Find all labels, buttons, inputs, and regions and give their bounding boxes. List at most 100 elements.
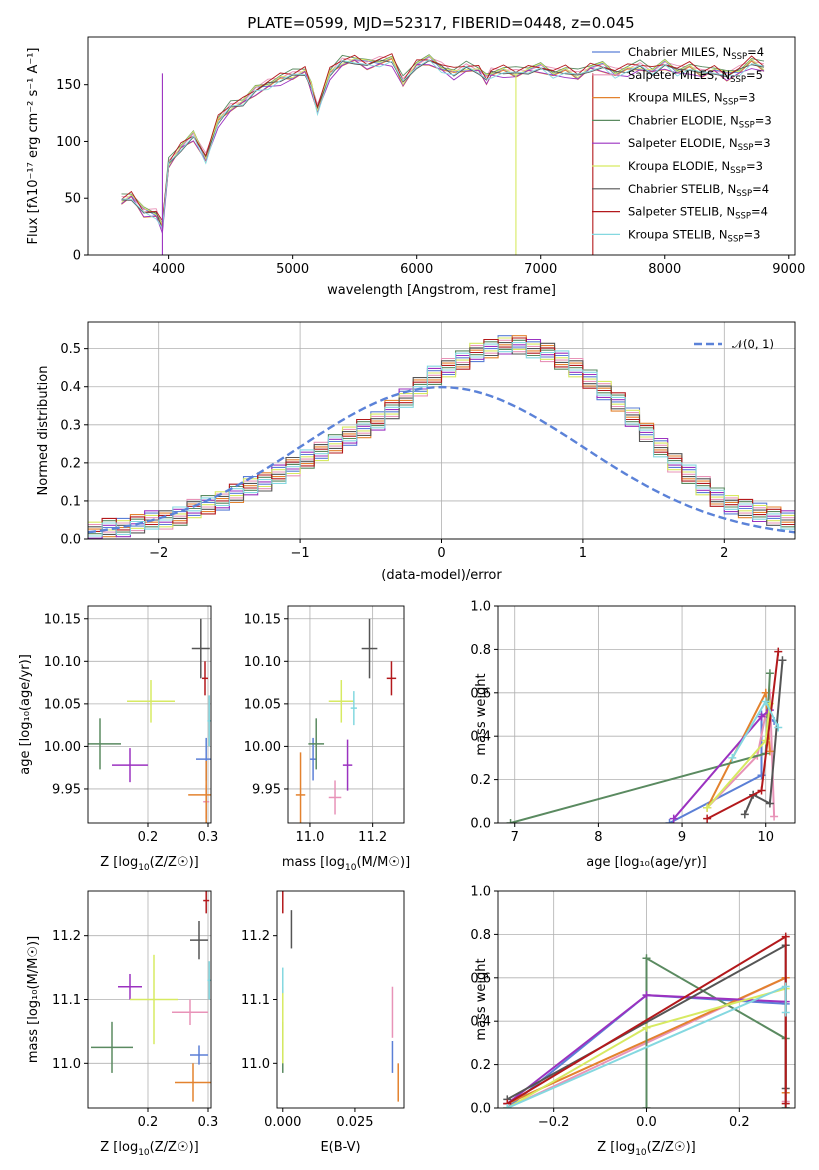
legend-entry: Salpeter ELODIE, NSSP=3 — [628, 136, 771, 153]
weight_vs_Z-ytick-label: 0.4 — [470, 1015, 491, 1030]
legend-entry-main: Salpeter STELIB, N — [628, 205, 735, 219]
legend-entry-tail: =3 — [746, 159, 763, 173]
weight-z-point-marker — [642, 1023, 651, 1032]
legend-entry-main: Salpeter ELODIE, N — [628, 136, 738, 150]
age-z-xlabel-main: Z [log — [100, 855, 138, 870]
spectrum-xlabel: wavelength [Angstrom, rest frame] — [327, 283, 556, 298]
mass-ebv-xlabel: E(B-V) — [320, 1140, 360, 1155]
age_vs_Z-ytick-label: 10.10 — [44, 655, 81, 670]
spectrum-ytick-label: 100 — [56, 135, 81, 150]
mass_vs_Z-ytick-label: 11.1 — [52, 993, 81, 1008]
legend-entry-tail: =4 — [747, 45, 764, 59]
mass-z-xlabel: Z [log10(Z/Z☉)] — [100, 1140, 198, 1158]
residuals-ytick-label: 0.4 — [60, 380, 81, 395]
age_vs_mass-frame — [287, 605, 405, 824]
legend-entry: Kroupa MILES, NSSP=3 — [628, 91, 755, 108]
residual-histogram-step — [88, 342, 795, 537]
weight_vs_age-xtick-label: 9 — [678, 830, 686, 845]
legend-entry-main: Kroupa MILES, N — [628, 91, 723, 105]
legend-entry-sub: SSP — [735, 212, 751, 222]
mass-z-xlabel-tail: (Z/Z☉)] — [150, 1140, 199, 1155]
legend-entry-tail: =3 — [738, 91, 755, 105]
spectrum-xtick-label: 6000 — [400, 262, 433, 277]
weight-age-xlabel: age [log₁₀(age/yr)] — [586, 855, 707, 870]
legend-entry-sub: SSP — [730, 166, 746, 176]
age_vs_mass-ytick-label: 10.10 — [244, 655, 281, 670]
legend-entry-sub: SSP — [738, 143, 754, 153]
age_vs_Z-ytick-label: 9.95 — [52, 782, 81, 797]
weight_vs_Z-axes: −0.2 0.0 0.2 0.0 0.2 0.4 0.6 0.8 1.0 mass weight Z… — [470, 885, 796, 1158]
weight-age-line — [706, 692, 776, 817]
mass_vs_EBV-plot-area — [282, 891, 399, 1102]
age_vs_mass-axes: 11.0 11.2 9.95 10.00 10.05 10.10 10.15 mass [lo… — [244, 605, 410, 873]
residuals-xtick-label: −2 — [149, 546, 168, 561]
legend-entry-sub: SSP — [739, 120, 755, 130]
mass-z-xlabel-sub: 10 — [138, 1148, 150, 1158]
weight_vs_age-plot-area — [506, 647, 787, 823]
spectrum-series-line — [121, 53, 765, 222]
weight_vs_Z-ytick-label: 0.6 — [470, 971, 491, 986]
spectrum-legend: Chabrier MILES, N SSP =4 Salpeter MILES, N S… — [592, 45, 772, 244]
age_vs_Z-frame — [87, 605, 212, 824]
weight-z-point-marker — [642, 991, 651, 1000]
age-mass-xlabel-tail: (M/M☉)] — [356, 855, 410, 870]
mass_vs_EBV-xtick-label: 0.025 — [336, 1115, 373, 1130]
residuals-ytick-label: 0.5 — [60, 342, 81, 357]
weight-age-point-marker — [761, 697, 770, 706]
weight-z-xlabel-tail: (Z/Z☉)] — [647, 1140, 696, 1155]
legend-entry: Kroupa STELIB, NSSP=3 — [628, 227, 760, 244]
weight-z-point-marker — [642, 954, 651, 963]
mass-z-xlabel-main: Z [log — [100, 1140, 138, 1155]
residuals-xtick-label: 1 — [579, 546, 587, 561]
mass_vs_Z-ytick-label: 11.0 — [52, 1057, 81, 1072]
weight-age-point-marker — [740, 810, 749, 819]
legend-entry: Salpeter STELIB, NSSP=4 — [628, 205, 768, 222]
spectrum-xtick-label: 4000 — [152, 262, 185, 277]
weight_vs_age-ytick-label: 0.6 — [470, 686, 491, 701]
weight-z-xlabel-main: Z [log — [597, 1140, 635, 1155]
age_vs_mass-ytick-label: 9.95 — [252, 782, 281, 797]
residuals-ylabel: Normed distribution — [36, 366, 51, 496]
mass_vs_Z-plot-area — [91, 891, 211, 1102]
weight-z-point-marker — [781, 1008, 790, 1017]
weight-z-point-marker — [503, 1104, 512, 1108]
residuals-axes: −2 −1 0 1 2 0.0 0.1 0.2 0.3 0.4 0.5 𝒩(0, 1) Normed d… — [36, 321, 796, 583]
spectrum-ytick-label: 150 — [56, 78, 81, 93]
residuals-xtick-label: −1 — [291, 546, 310, 561]
spectrum-axes: 4000 5000 6000 7000 8000 9000 0 50 100 150 Flux [f… — [26, 36, 805, 298]
legend-entry: Kroupa ELODIE, NSSP=3 — [628, 159, 763, 176]
weight-age-point-marker — [665, 819, 674, 823]
weight-z-ylabel: mass weight — [474, 958, 489, 1040]
mass_vs_Z-xtick-label: 0.3 — [198, 1115, 219, 1130]
mass-z-ylabel: mass [log₁₀(M/M☉)] — [26, 936, 41, 1063]
spectrum-xtick-label: 5000 — [276, 262, 309, 277]
mass_vs_EBV-axes: 0.000 0.025 11.0 11.1 11.2 E(B-V) — [241, 890, 405, 1155]
weight_vs_age-ytick-label: 0.8 — [470, 643, 491, 658]
legend-entry-sub: SSP — [728, 234, 744, 244]
weight-age-point-marker — [506, 819, 515, 823]
legend-entry-main: Kroupa ELODIE, N — [628, 159, 730, 173]
weight-age-point-marker — [774, 723, 783, 732]
legend-entry-main: Chabrier MILES, N — [628, 45, 731, 59]
mass_vs_EBV-ytick-label: 11.2 — [241, 929, 270, 944]
legend-entry-tail: =3 — [743, 227, 760, 241]
age_vs_mass-plot-area — [295, 618, 397, 823]
weight_vs_age-xtick-label: 10 — [757, 830, 774, 845]
residuals-xtick-label: 0 — [437, 546, 445, 561]
residuals-plot-area — [88, 335, 795, 539]
weight_vs_age-frame — [497, 605, 796, 824]
age-z-ylabel: age [log₁₀(age/yr)] — [18, 654, 33, 775]
weight_vs_age-xtick-label: 8 — [594, 830, 602, 845]
weight_vs_Z-ytick-label: 0.0 — [470, 1102, 491, 1117]
age_vs_mass-ytick-label: 10.00 — [244, 740, 281, 755]
spectrum-ytick-label: 50 — [64, 192, 81, 207]
residuals-ytick-label: 0.2 — [60, 456, 81, 471]
legend-entry-main: Salpeter MILES, N — [628, 68, 730, 82]
age-z-xlabel-sub: 10 — [138, 863, 150, 873]
age_vs_mass-ytick-label: 10.15 — [244, 612, 281, 627]
spectrum-xtick-label: 8000 — [648, 262, 681, 277]
weight-age-point-marker — [703, 814, 712, 823]
legend-entry-tail: =3 — [755, 113, 772, 127]
weight_vs_Z-xtick-label: 0.2 — [729, 1115, 750, 1130]
mass_vs_Z-xtick-label: 0.2 — [138, 1115, 159, 1130]
